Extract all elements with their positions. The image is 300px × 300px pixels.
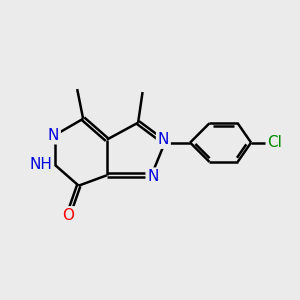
Text: N: N	[158, 132, 169, 147]
Text: NH: NH	[29, 158, 52, 172]
Text: N: N	[48, 128, 59, 142]
Text: Cl: Cl	[267, 135, 282, 150]
Text: O: O	[62, 208, 74, 223]
Text: N: N	[147, 169, 159, 184]
